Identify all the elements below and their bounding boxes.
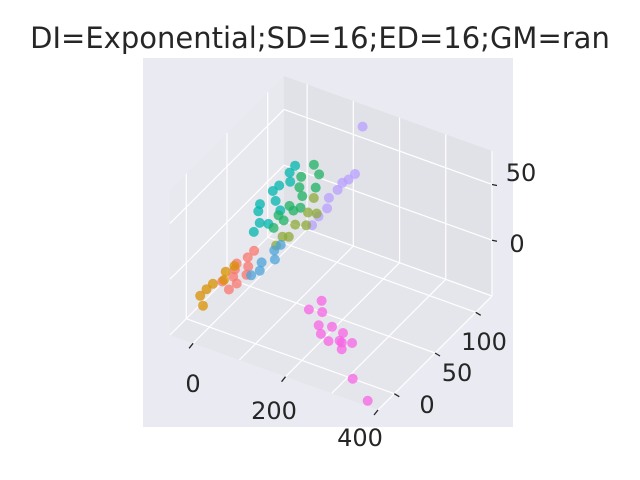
x-tick-label-2: 400 (337, 424, 383, 452)
data-point-series-7 (256, 257, 267, 268)
data-point-series-0 (347, 373, 358, 384)
data-point-series-3 (310, 182, 321, 193)
data-point-series-0 (338, 328, 348, 338)
data-point-series-2 (285, 176, 296, 187)
data-point-series-0 (336, 344, 347, 355)
x-tick-mark (281, 376, 287, 383)
x-tick-mark (188, 342, 194, 349)
data-point-series-4 (308, 193, 319, 203)
data-point-series-0 (362, 395, 373, 406)
data-point-series-6 (198, 300, 208, 311)
data-point-series-4 (303, 207, 313, 218)
back-pane (284, 76, 492, 296)
data-point-series-2 (290, 160, 301, 171)
data-point-series-5 (243, 261, 254, 272)
data-point-series-7 (254, 265, 265, 276)
data-point-series-0 (303, 304, 314, 315)
back-grid-z (283, 220, 493, 297)
y-tick-mark (393, 393, 400, 398)
data-point-series-6 (218, 275, 229, 285)
x-tick-mark (373, 409, 379, 416)
data-point-series-4 (311, 208, 322, 219)
data-point-series-0 (323, 336, 334, 347)
data-point-series-3 (296, 171, 307, 182)
data-point-series-6 (229, 261, 240, 271)
data-point-series-0 (317, 307, 328, 318)
data-point-series-5 (223, 284, 234, 295)
data-point-series-2 (254, 217, 265, 228)
data-point-series-7 (269, 254, 280, 265)
y-tick-label-2: 100 (461, 328, 507, 356)
data-point-series-5 (242, 252, 253, 263)
floor-grid-y (226, 277, 436, 354)
data-point-series-7 (246, 270, 257, 281)
x-tick-label-0: 0 (185, 370, 200, 398)
data-point-series-4 (290, 219, 301, 230)
data-point-series-5 (231, 278, 242, 289)
x-tick-label-1: 200 (251, 397, 297, 425)
back-grid-z (283, 108, 493, 186)
data-point-series-3 (288, 205, 299, 216)
data-point-series-1 (332, 184, 343, 195)
data-point-series-0 (316, 295, 327, 306)
grid-lines (169, 84, 493, 411)
data-point-series-2 (270, 195, 281, 206)
data-point-series-3 (294, 182, 305, 193)
data-point-series-6 (220, 266, 231, 277)
z-tick-mark (491, 239, 498, 242)
data-point-series-0 (313, 320, 324, 331)
data-point-series-0 (315, 328, 326, 339)
data-point-series-2 (267, 186, 278, 196)
y-tick-mark (475, 311, 482, 316)
data-point-series-0 (327, 321, 337, 332)
y-tick-label-0: 0 (419, 391, 434, 419)
y-tick-mark (434, 352, 441, 357)
data-point-series-3 (268, 222, 279, 233)
data-point-series-3 (297, 191, 308, 202)
z-tick-label-0: 50 (506, 159, 537, 187)
data-point-series-3 (273, 210, 284, 221)
data-point-series-5 (249, 245, 260, 256)
y-tick-label-1: 50 (442, 359, 473, 387)
data-point-series-1 (322, 203, 333, 214)
data-point-series-1 (343, 174, 354, 185)
chart-title: DI=Exponential;SD=16;ED=16;GM=ran (30, 21, 610, 55)
data-point-series-2 (248, 226, 259, 237)
floor-grid-y (186, 318, 395, 395)
data-point-series-3 (314, 169, 325, 180)
left-grid-z (169, 109, 285, 224)
data-point-series-1 (357, 121, 368, 132)
data-point-series-2 (255, 199, 265, 210)
data-point-series-6 (201, 284, 212, 295)
z-tick-label-1: 0 (509, 230, 524, 258)
scatter-points (195, 121, 373, 406)
data-point-series-6 (195, 290, 206, 301)
data-point-series-4 (301, 220, 312, 231)
data-point-series-1 (323, 192, 334, 203)
left-grid-z (169, 164, 285, 280)
floor-grid-y (267, 236, 476, 313)
data-point-series-0 (347, 338, 358, 348)
tick-marks (188, 183, 498, 416)
data-point-series-7 (275, 239, 286, 250)
data-point-series-2 (284, 167, 295, 178)
data-point-series-3 (308, 159, 319, 170)
data-point-series-4 (283, 231, 294, 242)
z-tick-mark (491, 183, 498, 187)
